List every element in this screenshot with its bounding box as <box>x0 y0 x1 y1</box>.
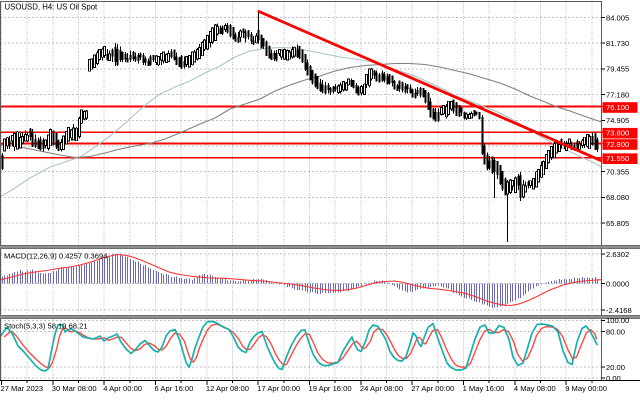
svg-text:84.005: 84.005 <box>606 13 629 22</box>
svg-text:19 Apr 16:00: 19 Apr 16:00 <box>309 384 352 393</box>
svg-text:Stoch(5,3,3) 58.19 68.21: Stoch(5,3,3) 58.19 68.21 <box>4 322 88 331</box>
svg-text:MACD(12,26,9) 0.4257 0.3694: MACD(12,26,9) 0.4257 0.3694 <box>4 252 107 261</box>
svg-text:27 Apr 00:00: 27 Apr 00:00 <box>411 384 454 393</box>
svg-text:4 May 08:00: 4 May 08:00 <box>514 384 556 393</box>
svg-text:9 May 00:00: 9 May 00:00 <box>565 384 607 393</box>
svg-text:24 Apr 08:00: 24 Apr 08:00 <box>360 384 403 393</box>
svg-text:100.00: 100.00 <box>606 316 629 325</box>
svg-text:0.0000: 0.0000 <box>606 279 629 288</box>
svg-text:2.6302: 2.6302 <box>606 250 629 259</box>
svg-text:71.550: 71.550 <box>606 154 629 163</box>
svg-text:4 Apr 00:00: 4 Apr 00:00 <box>103 384 142 393</box>
svg-text:12 Apr 08:00: 12 Apr 08:00 <box>206 384 249 393</box>
svg-text:81.730: 81.730 <box>606 39 629 48</box>
svg-text:20.00: 20.00 <box>606 363 625 372</box>
svg-text:6 Apr 16:00: 6 Apr 16:00 <box>155 384 194 393</box>
svg-text:79.455: 79.455 <box>606 65 629 74</box>
svg-text:USOUSD, H4: US Oil Spot: USOUSD, H4: US Oil Spot <box>5 3 99 12</box>
svg-text:68.080: 68.080 <box>606 193 629 202</box>
svg-text:1 May 16:00: 1 May 16:00 <box>463 384 505 393</box>
svg-text:72.800: 72.800 <box>606 140 629 149</box>
svg-text:27 Mar 2023: 27 Mar 2023 <box>1 384 44 393</box>
svg-text:17 Apr 00:00: 17 Apr 00:00 <box>257 384 300 393</box>
svg-text:70.355: 70.355 <box>606 168 629 177</box>
svg-text:30 Mar 08:00: 30 Mar 08:00 <box>52 384 97 393</box>
svg-text:76.100: 76.100 <box>606 103 629 112</box>
svg-text:73.800: 73.800 <box>606 129 629 138</box>
svg-text:77.180: 77.180 <box>606 90 629 99</box>
svg-text:74.905: 74.905 <box>606 116 629 125</box>
svg-text:-2.4168: -2.4168 <box>606 306 632 315</box>
svg-text:0.00: 0.00 <box>606 374 621 383</box>
svg-text:80.00: 80.00 <box>606 327 625 336</box>
svg-text:65.805: 65.805 <box>606 219 629 228</box>
